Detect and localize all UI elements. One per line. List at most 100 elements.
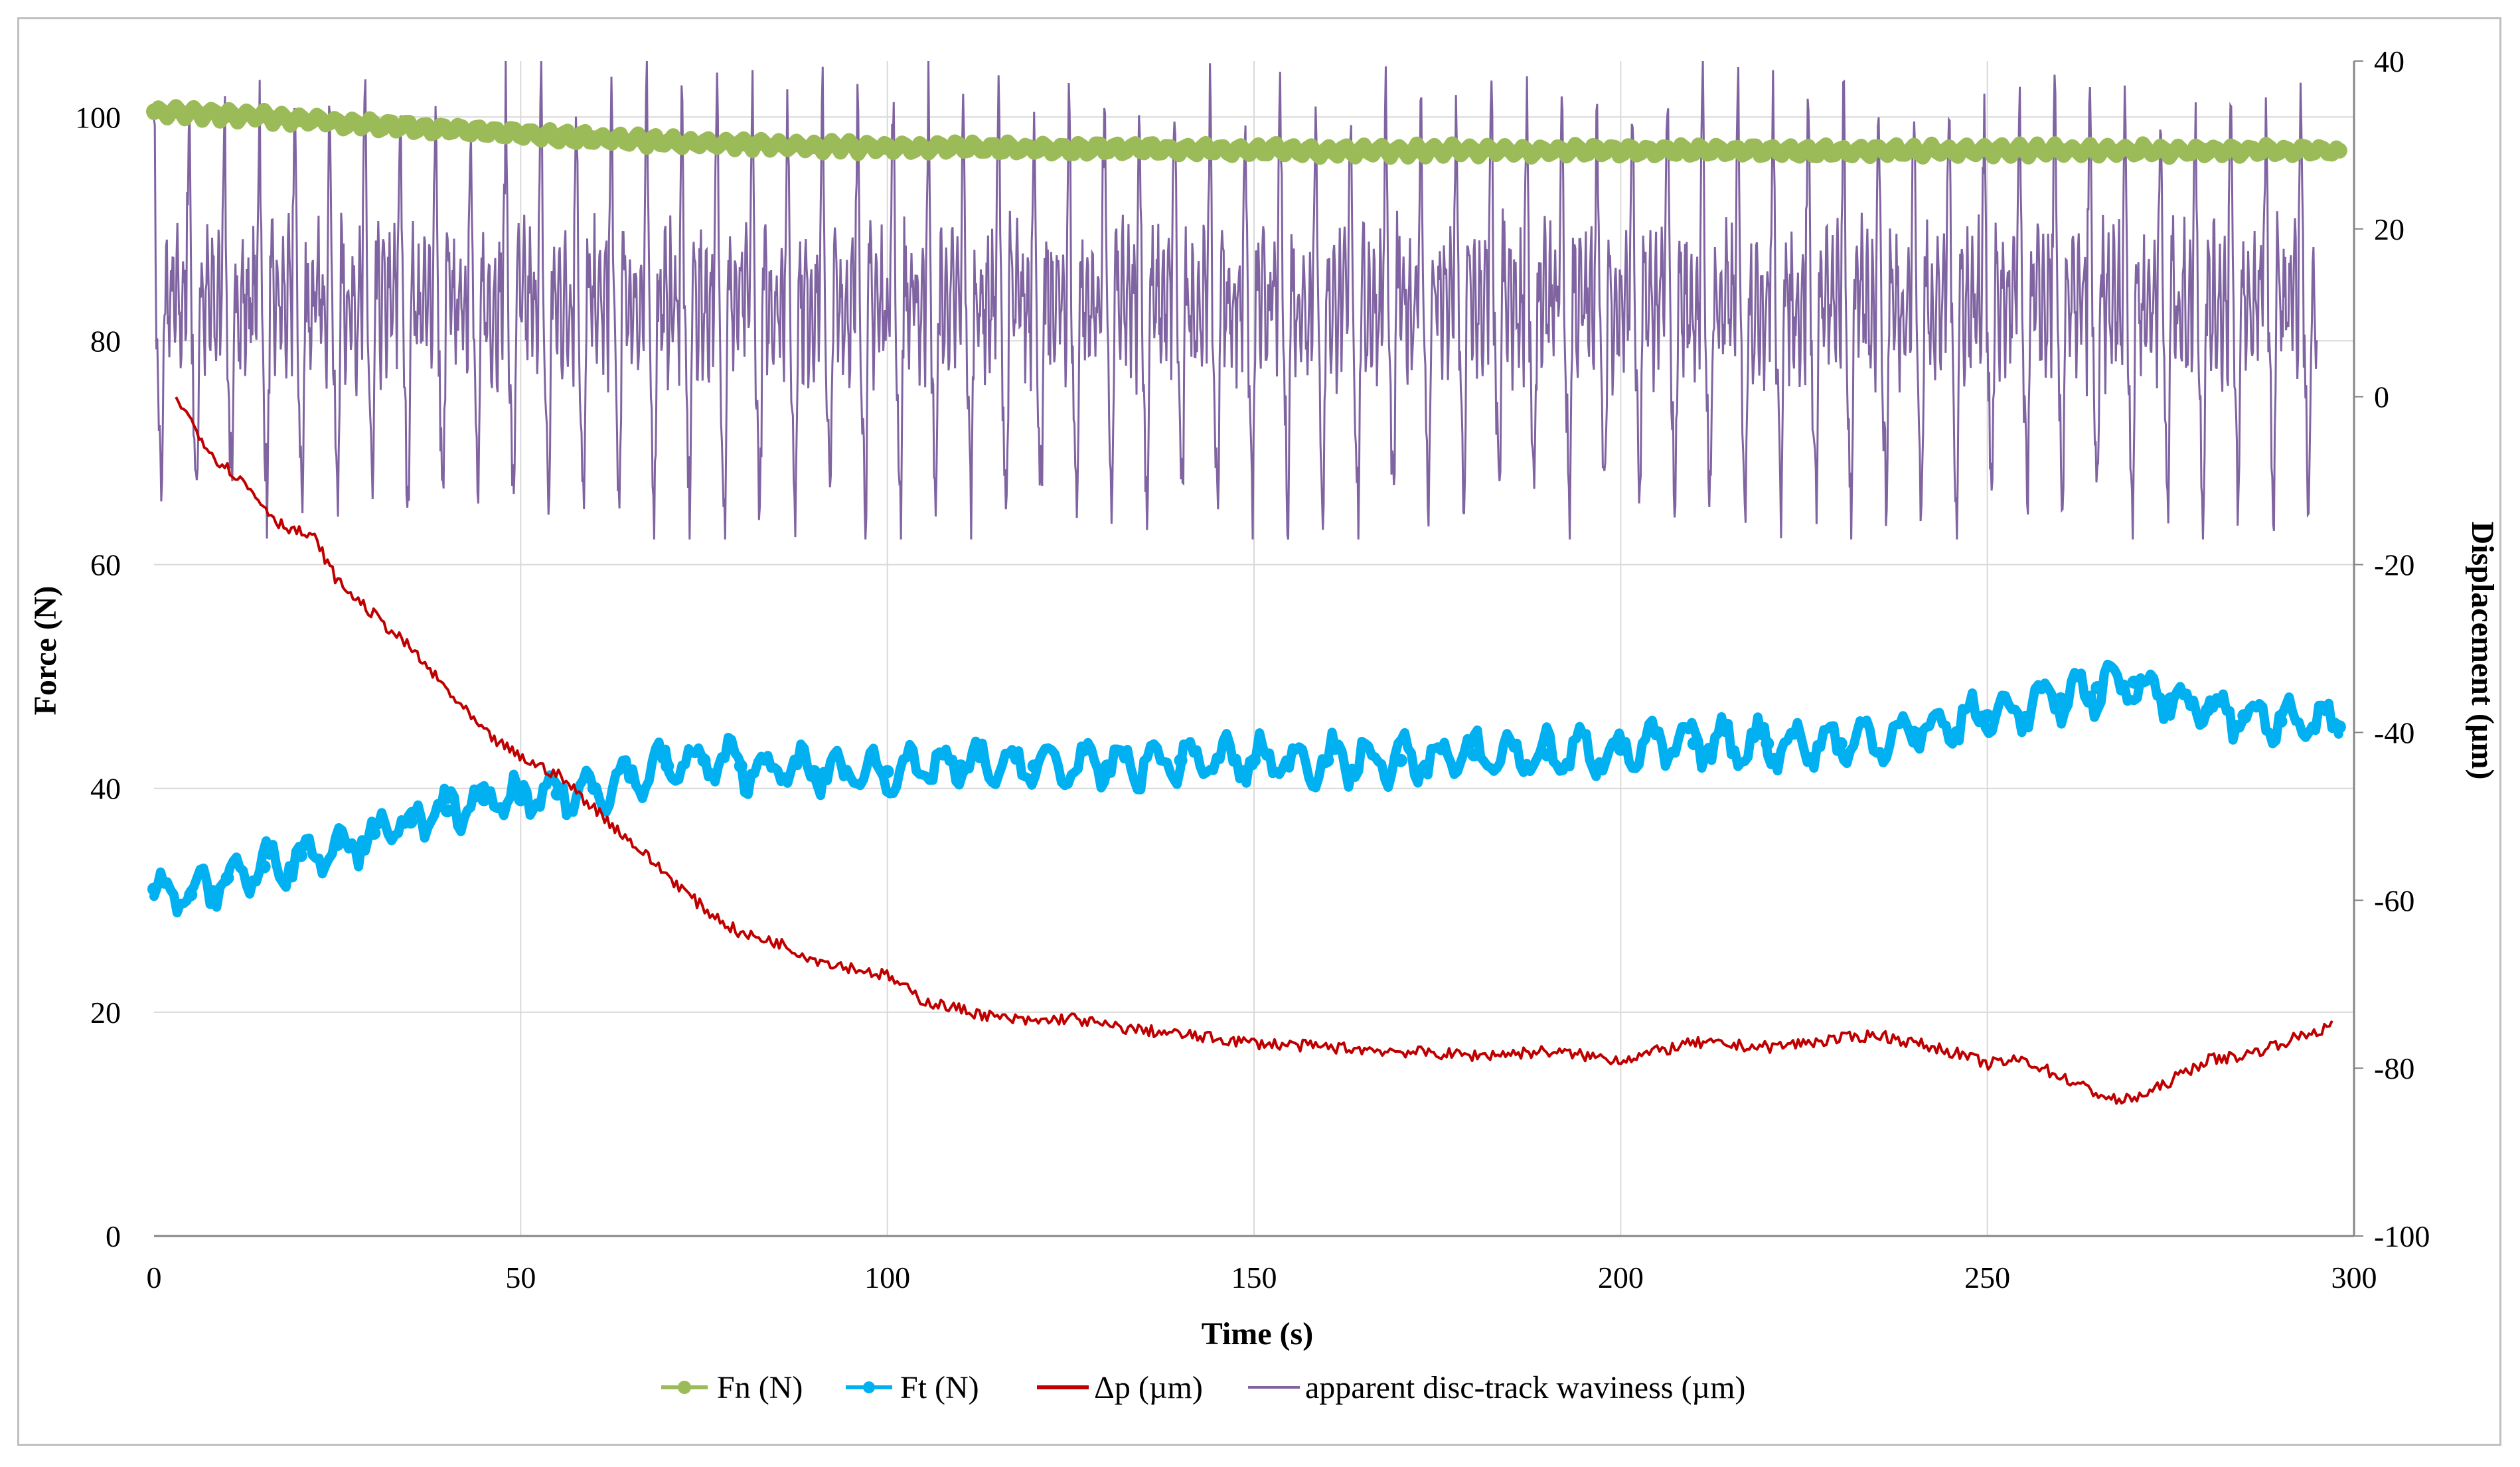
legend-label-fn: Fn (N) [717,1370,803,1405]
ft-point [734,759,748,773]
y-tick-label: 100 [75,100,121,134]
legend-item-waviness: apparent disc-track waviness (µm) [1248,1370,1745,1405]
y-tick-label: 60 [90,548,121,582]
x-tick-label: 0 [147,1261,162,1294]
legend-item-ft: Ft (N) [846,1370,979,1405]
x-tick-label: 200 [1598,1261,1644,1294]
fn-point [806,138,823,155]
fn-point [586,130,602,147]
plot-area [146,60,2347,1105]
ft-point [2237,709,2251,723]
legend-marker-ft [863,1381,875,1393]
ft-point [1467,748,1481,762]
legend-item-fn: Fn (N) [661,1370,803,1405]
ft-point [1393,753,1407,767]
y-tick-label: 40 [90,772,121,806]
ft-point [880,765,894,779]
y2-tick-label: -100 [2374,1219,2430,1253]
ft-point [404,815,418,829]
fn-point [1759,142,1776,159]
legend-label-waviness: apparent disc-track waviness (µm) [1305,1370,1745,1405]
ft-point [2090,681,2104,694]
ft-point [1907,726,1921,739]
ft-point [624,770,638,784]
series-line-dp [175,396,2333,1105]
series-line-ft [149,659,2343,917]
y2-tick-label: 0 [2374,380,2389,414]
legend-item-dp: Δp (µm) [1037,1370,1203,1405]
x-axis-title: Time (s) [1202,1316,1313,1351]
ft-point [1540,748,1554,762]
fn-point [2199,142,2216,159]
y-tick-label: 20 [90,996,121,1030]
fn-point [879,139,896,155]
ft-point [2274,714,2288,728]
x-tick-label: 100 [864,1261,910,1294]
fn-point [1906,142,1923,159]
fn-point [2331,142,2347,159]
y2-tick-label: -20 [2374,548,2414,582]
ft-point [2201,703,2215,717]
fn-point [146,103,162,119]
ft-point [1247,753,1261,767]
ft-point [367,826,381,840]
y2-axis-title: Displacement (µm) [2465,522,2500,780]
fn-point [1319,142,1336,159]
x-tick-label: 50 [505,1261,536,1294]
y2-tick-label: -80 [2374,1051,2414,1085]
y-tick-label: 0 [106,1219,121,1253]
legend: Fn (N) Ft (N) Δp (µm) apparent disc-trac… [661,1370,1745,1405]
ft-point [331,838,345,851]
fn-point [1172,141,1189,158]
ft-point [661,759,674,773]
x-tick-label: 150 [1231,1261,1277,1294]
fn-point [366,117,382,133]
ft-point [807,765,821,779]
ft-point [1687,737,1701,751]
fn-point [659,133,676,150]
legend-label-ft: Ft (N) [900,1370,979,1405]
ft-point [440,804,454,818]
ft-point [2164,692,2177,706]
fn-point [219,106,236,123]
fn-point [732,135,749,152]
ft-point [1174,753,1188,767]
ft-point [1101,759,1115,773]
ft-point [587,781,601,795]
y2-tick-label: -40 [2374,716,2414,749]
ft-point [1980,709,1994,723]
ft-point [514,793,528,807]
ft-point [2127,675,2141,689]
ft-point [147,882,161,896]
x-tick-label: 300 [2331,1261,2377,1294]
ft-point [2054,692,2068,706]
axes: 0 50 100 150 200 250 300020406080100-100-80-60… [75,44,2430,1294]
ft-point [1027,759,1041,773]
ft-point [257,860,271,874]
fn-point [1613,142,1629,159]
fn-point [2053,142,2069,159]
legend-label-dp: Δp (µm) [1094,1370,1203,1405]
fn-point [1026,140,1042,157]
y-tick-label: 80 [90,324,121,358]
ft-point [1761,737,1774,751]
fn-point [1466,142,1482,159]
series-line-waviness [153,60,2318,540]
ft-point [954,759,968,773]
fn-point [292,111,309,127]
ft-point [2332,720,2346,734]
fn-point [512,125,529,142]
y2-tick-label: 20 [2374,212,2404,246]
fn-point [439,121,455,137]
ft-point [293,848,307,862]
x-tick-label: 250 [1964,1261,2010,1294]
y2-tick-label: 40 [2374,44,2404,78]
ft-point [1614,742,1628,756]
y2-tick-label: -60 [2374,884,2414,917]
ft-point [697,753,711,767]
y-axis-title: Force (N) [28,586,63,716]
ft-point [220,871,234,885]
ft-point [550,787,564,801]
ft-point [477,793,491,807]
